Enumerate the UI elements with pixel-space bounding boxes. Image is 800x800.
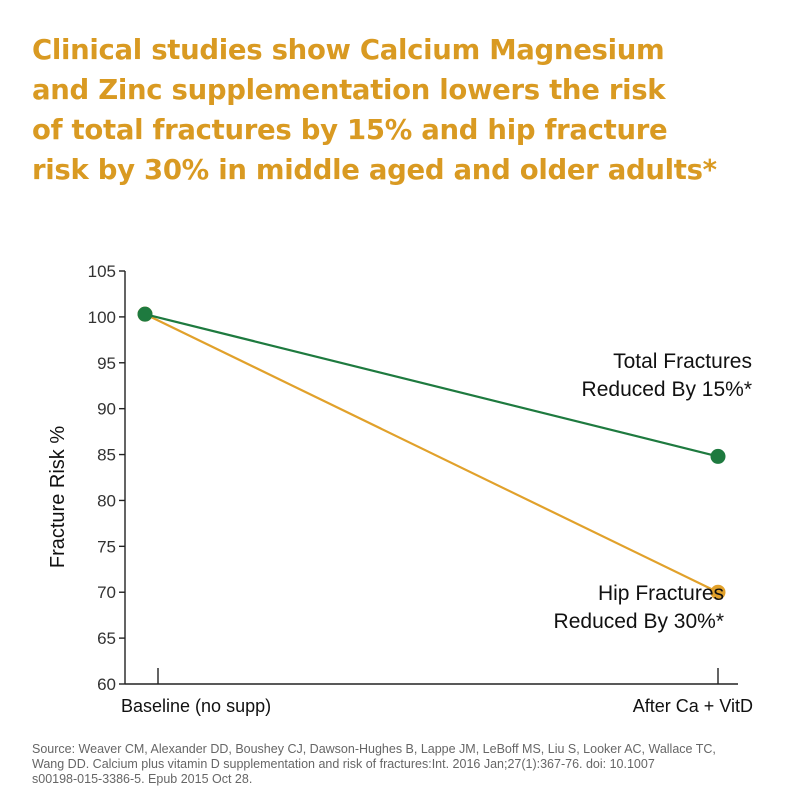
y-axis-label: Fracture Risk % — [47, 426, 69, 568]
series-label-hip: Hip Fractures Reduced By 30%* — [554, 582, 724, 633]
y-tick-label: 95 — [97, 354, 116, 373]
fracture-risk-chart: 60 65 70 75 80 85 90 95 100 105 Baseline (no supp… — [47, 262, 753, 716]
y-tick-label: 100 — [88, 308, 116, 327]
y-tick-label: 60 — [97, 675, 116, 694]
y-axis: 60 65 70 75 80 85 90 95 100 105 — [88, 262, 126, 694]
y-tick-label: 105 — [88, 262, 116, 281]
series-layer — [137, 306, 726, 600]
y-tick-label: 90 — [97, 400, 116, 419]
y-tick-label: 75 — [97, 537, 116, 556]
series-line-hip — [144, 313, 719, 594]
series-line-total — [144, 313, 719, 458]
y-tick-label: 65 — [97, 629, 116, 648]
data-point-hip-1 — [710, 584, 726, 600]
series-label-layer: Total Fractures Reduced By 15%* Hip Fractu… — [554, 350, 752, 633]
x-axis: Baseline (no supp) After Ca + VitD — [121, 668, 753, 716]
x-tick-label: After Ca + VitD — [633, 696, 753, 716]
y-tick-label: 70 — [97, 583, 116, 602]
headline: Clinical studies show Calcium Magnesium … — [32, 34, 717, 186]
x-tick-label: Baseline (no supp) — [121, 696, 271, 716]
data-point-total-0 — [137, 306, 153, 322]
y-tick-label: 85 — [97, 446, 116, 465]
series-label-total: Total Fractures Reduced By 15%* — [582, 350, 752, 401]
y-tick-label: 80 — [97, 491, 116, 510]
data-point-total-1 — [710, 448, 726, 464]
source-citation: Source: Weaver CM, Alexander DD, Boushey… — [32, 742, 716, 786]
